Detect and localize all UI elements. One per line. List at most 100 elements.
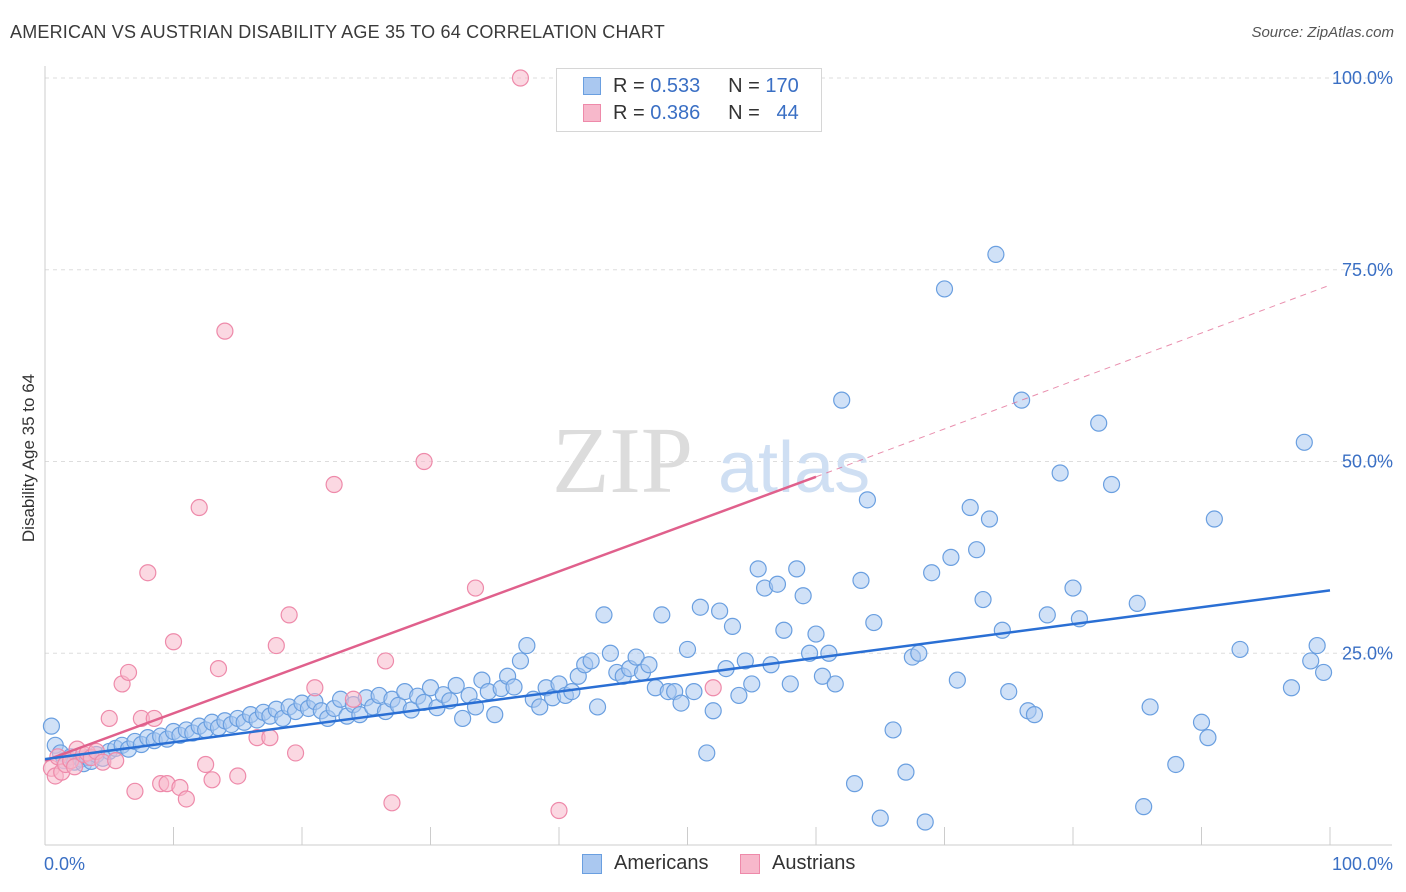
american-point (974, 590, 992, 609)
y-tick-label: 75.0% (1342, 260, 1393, 280)
american-point (454, 709, 472, 728)
watermark: ZIP atlas (552, 409, 870, 513)
american-point (1308, 636, 1326, 655)
american-point (749, 560, 767, 578)
american-point (42, 717, 61, 735)
austrian-point (376, 652, 395, 670)
american-point (1141, 698, 1159, 716)
austrian-point (267, 636, 285, 655)
american-point (588, 698, 607, 716)
american-point (961, 498, 979, 517)
americans-swatch (582, 854, 602, 874)
austrian-point (100, 709, 118, 728)
austrians-points (42, 69, 722, 820)
american-point (1012, 391, 1031, 409)
american-point (1295, 433, 1313, 451)
trend-lines (44, 284, 1331, 762)
american-point (698, 744, 716, 762)
american-point (1090, 414, 1108, 432)
y-tick-label: 25.0% (1342, 643, 1393, 663)
american-point (678, 640, 697, 659)
austrian-point (466, 579, 485, 597)
american-point (813, 667, 832, 685)
american-point (601, 644, 620, 662)
legend-r-label: R = (613, 75, 645, 97)
americans-trend-line (44, 589, 1331, 761)
american-point (691, 598, 709, 616)
austrian-point (704, 679, 722, 697)
austrian-point (209, 659, 228, 678)
american-point (511, 652, 530, 670)
american-point (1064, 579, 1082, 597)
legend-r-value: 0.386 (650, 102, 701, 124)
american-point (833, 391, 851, 409)
american-point (685, 682, 703, 701)
axes (44, 66, 1392, 846)
tick-labels: 25.0% 50.0% 75.0% 100.0% 0.0% 100.0% (44, 68, 1393, 874)
american-point (730, 686, 748, 705)
austrian-point (107, 752, 125, 770)
austrian-point (415, 452, 433, 471)
american-point (653, 606, 671, 624)
austrian-point (325, 475, 343, 494)
american-point (768, 575, 787, 593)
source-credit: Source: ZipAtlas.com (1251, 24, 1394, 41)
x-tick-label: 100.0% (1332, 854, 1393, 874)
austrians-swatch (583, 104, 601, 122)
american-point (923, 564, 941, 582)
american-point (1314, 663, 1333, 682)
american-point (1038, 606, 1056, 624)
american-point (486, 706, 504, 724)
american-point (743, 675, 761, 693)
austrian-point (280, 606, 298, 624)
austrian-point (197, 755, 215, 774)
austrian-point (286, 744, 305, 762)
american-point (1282, 679, 1301, 697)
american-point (582, 652, 600, 670)
american-point (711, 602, 729, 620)
american-point (1199, 729, 1217, 747)
american-point (1051, 464, 1069, 482)
american-point (1102, 475, 1121, 494)
american-point (942, 548, 960, 566)
legend-n-label: N = (728, 102, 760, 124)
y-tick-label: 100.0% (1332, 68, 1393, 88)
austrian-point (177, 790, 195, 808)
american-point (595, 606, 613, 624)
american-point (852, 571, 870, 589)
american-point (788, 560, 806, 578)
american-point (775, 621, 793, 639)
y-axis-label: Disability Age 35 to 64 (19, 374, 38, 542)
austrian-point (261, 729, 279, 747)
legend-n-value: 170 (765, 75, 799, 97)
americans-points (42, 245, 1333, 831)
watermark-zip: ZIP (552, 409, 693, 513)
american-point (531, 698, 549, 716)
american-point (865, 613, 883, 632)
american-point (640, 656, 658, 674)
austrian-point (126, 782, 144, 800)
american-point (845, 775, 864, 793)
american-point (1205, 510, 1223, 528)
american-point (948, 671, 966, 689)
austrian-point (139, 564, 157, 582)
austrians-swatch (740, 854, 760, 874)
american-point (704, 702, 722, 720)
american-point (826, 675, 844, 693)
american-point (672, 694, 690, 712)
legend-r-value: 0.533 (650, 75, 701, 97)
american-point (1192, 713, 1211, 731)
austrians-label: Austrians (772, 852, 856, 874)
american-point (781, 675, 799, 693)
americans-label: Americans (614, 852, 709, 874)
american-point (807, 625, 825, 643)
chart-title: AMERICAN VS AUSTRIAN DISABILITY AGE 35 T… (10, 22, 665, 42)
gridlines (45, 77, 1392, 654)
american-point (1167, 755, 1185, 774)
austrian-point (119, 663, 138, 682)
american-point (518, 636, 536, 655)
austrian-point (229, 767, 247, 785)
american-point (1128, 594, 1146, 612)
american-point (858, 491, 877, 509)
